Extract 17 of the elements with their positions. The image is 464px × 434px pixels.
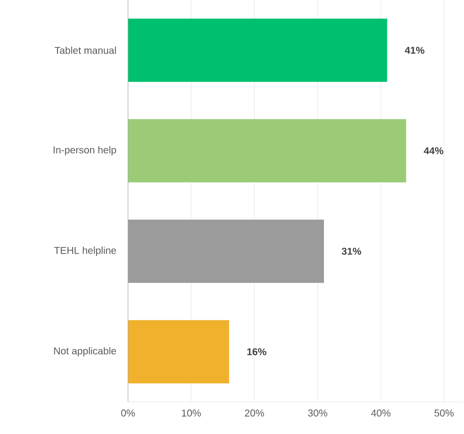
y-tick-label: Not applicable [54, 347, 116, 356]
x-tick-label: 40% [371, 410, 390, 417]
bar [128, 119, 406, 182]
bar [128, 320, 230, 384]
data-label: 44% [424, 147, 444, 154]
x-tick-label: 10% [182, 410, 201, 417]
data-label: 16% [247, 348, 266, 356]
y-tick-label: In-person help [54, 146, 116, 156]
x-tick-label: 20% [244, 410, 264, 417]
y-tick-label: TEHL helpline [54, 246, 116, 256]
y-tick-label: Tablet manual [54, 46, 116, 54]
x-tick-label: 0% [121, 410, 135, 417]
x-tick-label: 50% [434, 410, 454, 417]
data-label: 41% [404, 46, 424, 54]
data-label: 31% [342, 248, 362, 255]
bar [128, 18, 388, 82]
x-tick-label: 30% [308, 410, 328, 417]
